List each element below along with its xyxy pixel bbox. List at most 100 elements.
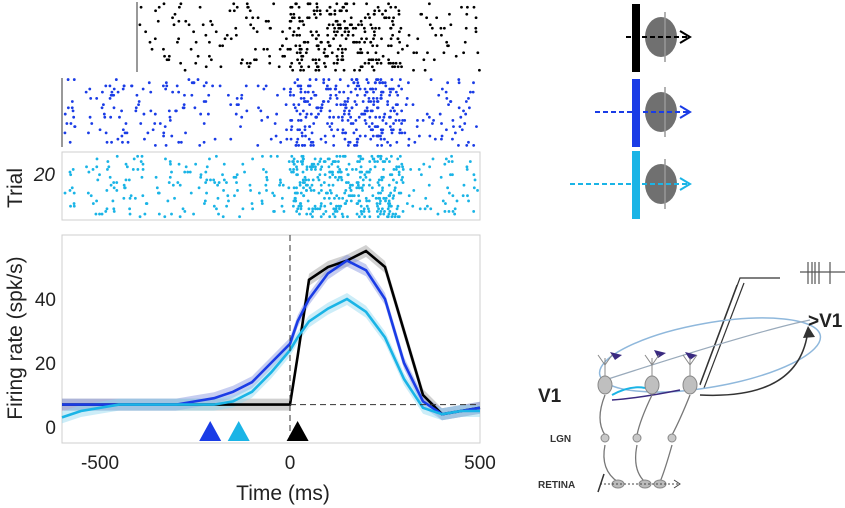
black-raster-spike <box>280 44 284 48</box>
black-raster-spike <box>392 16 395 20</box>
cyan-raster-spike <box>311 210 314 213</box>
cyan-raster-spike <box>298 183 302 187</box>
blue-raster-spike <box>383 137 386 141</box>
blue-raster-spike <box>388 125 392 129</box>
cyan-raster-spike <box>343 154 347 158</box>
blue-raster-spike <box>400 109 404 113</box>
blue-raster-spike <box>437 93 441 97</box>
black-raster-spike <box>272 2 276 6</box>
blue-raster-spike <box>361 100 365 103</box>
blue-raster-spike <box>358 134 362 138</box>
blue-raster-spike <box>421 118 425 122</box>
cyan-raster-spike <box>106 160 110 163</box>
cyan-raster-spike <box>330 162 334 166</box>
y-tick-label: 40 <box>35 290 56 311</box>
blue-raster-spike <box>357 115 361 119</box>
blue-raster-spike <box>328 96 332 100</box>
blue-raster-spike <box>322 78 326 81</box>
cyan-raster-spike <box>280 196 284 200</box>
blue-raster-spike <box>112 87 116 91</box>
blue-raster-spike <box>389 144 392 147</box>
black-raster-spike <box>351 33 355 37</box>
black-raster-spike <box>315 30 318 34</box>
cyan-raster-spike <box>170 212 173 216</box>
cyan-raster-spike <box>344 181 348 184</box>
black-raster-spike <box>323 47 327 51</box>
blue-raster-spike <box>363 134 367 138</box>
black-raster-spike <box>462 51 466 55</box>
cyan-raster-spike <box>299 207 303 211</box>
black-raster-spike <box>412 51 416 55</box>
blue-raster-spike <box>301 109 305 113</box>
black-raster-spike <box>235 5 239 9</box>
blue-raster-spike <box>346 100 349 103</box>
blue-raster-spike <box>312 144 315 147</box>
blue-raster-spike <box>390 131 394 135</box>
blue-raster-spike <box>245 109 249 113</box>
cyan-raster-spike <box>355 186 359 190</box>
cyan-raster-spike <box>144 202 148 205</box>
black-raster-spike <box>267 19 270 23</box>
black-raster-spike <box>314 61 318 65</box>
cyan-raster-spike <box>293 196 297 200</box>
blue-raster-spike <box>394 118 398 122</box>
blue-raster-spike <box>276 93 279 97</box>
cyan-raster-spike <box>425 204 429 208</box>
blue-raster-spike <box>356 81 360 85</box>
cyan-raster-spike <box>168 175 172 179</box>
cyan-raster-spike <box>476 189 479 192</box>
blue-raster-spike <box>307 84 310 88</box>
blue-raster-spike <box>314 115 318 119</box>
cyan-raster-spike <box>447 210 451 213</box>
blue-raster-spike <box>447 103 450 107</box>
cyan-raster-spike <box>227 199 230 203</box>
black-raster-spike <box>367 61 371 65</box>
blue-raster-spike <box>411 103 415 107</box>
blue-raster-spike <box>162 131 166 135</box>
black-raster-spike <box>232 2 236 6</box>
cyan-raster-spike <box>106 168 109 171</box>
blue-raster-spike <box>303 144 307 147</box>
blue-raster-spike <box>323 134 327 138</box>
synapse-3 <box>685 352 697 360</box>
black-raster-spike <box>289 19 293 23</box>
blue-raster-spike <box>374 115 378 119</box>
cyan-raster-spike <box>386 207 390 211</box>
cyan-raster-spike <box>251 157 255 161</box>
blue-raster-spike <box>105 140 109 144</box>
blue-raster-spike <box>366 109 369 113</box>
black-raster-spike <box>349 16 353 20</box>
cyan-raster-spike <box>265 175 269 179</box>
cyan-raster-spike <box>183 210 187 213</box>
black-raster-spike <box>245 2 249 6</box>
blue-raster-spike <box>289 87 292 91</box>
cyan-raster-spike <box>388 202 392 205</box>
blue-raster-spike <box>465 144 469 147</box>
blue-raster-spike <box>388 87 392 91</box>
cyan-raster-spike <box>140 154 144 158</box>
cyan-raster-spike <box>367 199 371 203</box>
black-raster-spike <box>331 23 335 27</box>
black-raster-spike <box>389 44 393 48</box>
black-raster-spike <box>254 47 257 51</box>
black-raster-spike <box>311 33 314 37</box>
black-raster-spike <box>333 9 337 13</box>
blue-raster-spike <box>273 122 277 125</box>
black-raster-spike <box>366 51 370 55</box>
blue-raster-spike <box>84 90 88 94</box>
black-raster-spike <box>295 51 299 55</box>
black-raster-spike <box>464 26 468 30</box>
cyan-raster-spike <box>392 168 396 171</box>
cyan-raster-spike <box>382 212 386 216</box>
cyan-raster-spike <box>359 165 363 169</box>
black-raster-spike <box>434 33 438 37</box>
black-raster-spike <box>387 2 390 6</box>
blue-raster-spike <box>334 84 338 88</box>
blue-raster-spike <box>457 106 461 110</box>
cyan-raster-spike <box>221 173 224 177</box>
black-raster-spike <box>397 9 401 13</box>
cyan-raster-spike <box>387 212 391 216</box>
blue-raster-spike <box>374 87 378 91</box>
black-raster-spike <box>396 51 400 55</box>
black-raster-spike <box>344 47 347 51</box>
